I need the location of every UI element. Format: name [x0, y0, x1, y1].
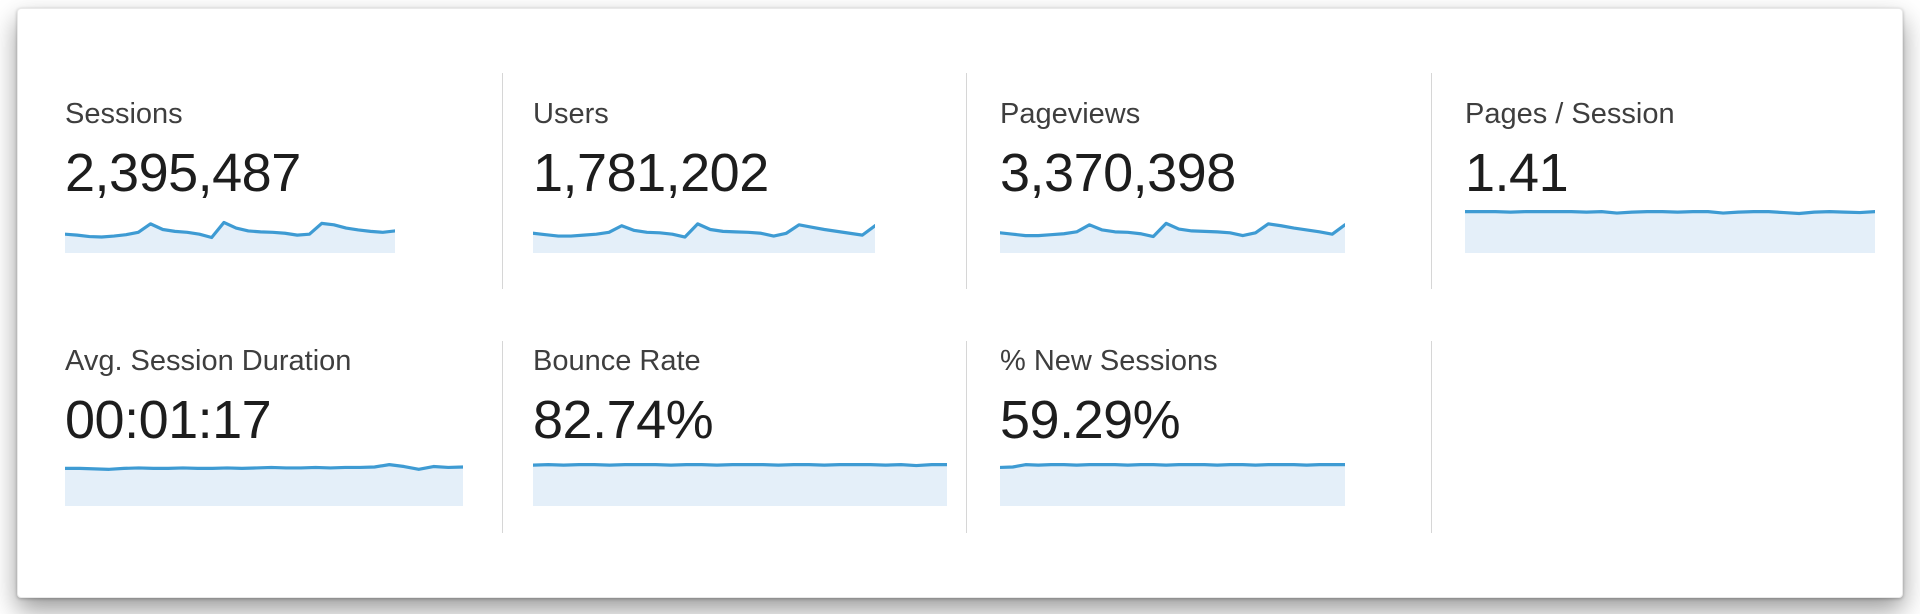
divider	[502, 341, 503, 533]
sparkline-chart	[1465, 206, 1875, 253]
sparkline-chart	[533, 459, 947, 506]
divider	[502, 73, 503, 289]
divider	[966, 341, 967, 533]
divider	[1431, 73, 1432, 289]
metrics-summary-panel: Sessions 2,395,487 Users 1,781,202 Pagev…	[17, 8, 1903, 598]
metric-value: 82.74%	[533, 390, 714, 450]
metric-label: Pageviews	[1000, 98, 1141, 130]
sparkline-chart	[533, 206, 875, 253]
metric-value: 59.29%	[1000, 390, 1181, 450]
divider	[1431, 341, 1432, 533]
metric-label: Pages / Session	[1465, 98, 1675, 130]
sparkline-chart	[65, 206, 395, 253]
divider	[966, 73, 967, 289]
metric-label: Bounce Rate	[533, 345, 701, 377]
metric-card-users[interactable]: Users 1,781,202	[533, 97, 875, 253]
sparkline-chart	[1000, 459, 1345, 506]
sparkline-chart	[65, 459, 463, 506]
sparkline-chart	[1000, 206, 1345, 253]
metric-label: Avg. Session Duration	[65, 345, 352, 377]
metric-card-pageviews[interactable]: Pageviews 3,370,398	[1000, 97, 1345, 253]
metric-label: % New Sessions	[1000, 345, 1218, 377]
metric-card-bounce-rate[interactable]: Bounce Rate 82.74%	[533, 344, 947, 506]
metric-value: 1.41	[1465, 143, 1569, 203]
metric-card-pages-per-session[interactable]: Pages / Session 1.41	[1465, 97, 1875, 253]
metric-label: Sessions	[65, 98, 183, 130]
metric-card-new-sessions[interactable]: % New Sessions 59.29%	[1000, 344, 1345, 506]
metric-value: 3,370,398	[1000, 143, 1236, 203]
metric-value: 00:01:17	[65, 390, 272, 450]
metric-label: Users	[533, 98, 609, 130]
metric-card-avg-session-duration[interactable]: Avg. Session Duration 00:01:17	[65, 344, 463, 506]
metric-card-sessions[interactable]: Sessions 2,395,487	[65, 97, 395, 253]
metric-value: 2,395,487	[65, 143, 301, 203]
metric-value: 1,781,202	[533, 143, 769, 203]
